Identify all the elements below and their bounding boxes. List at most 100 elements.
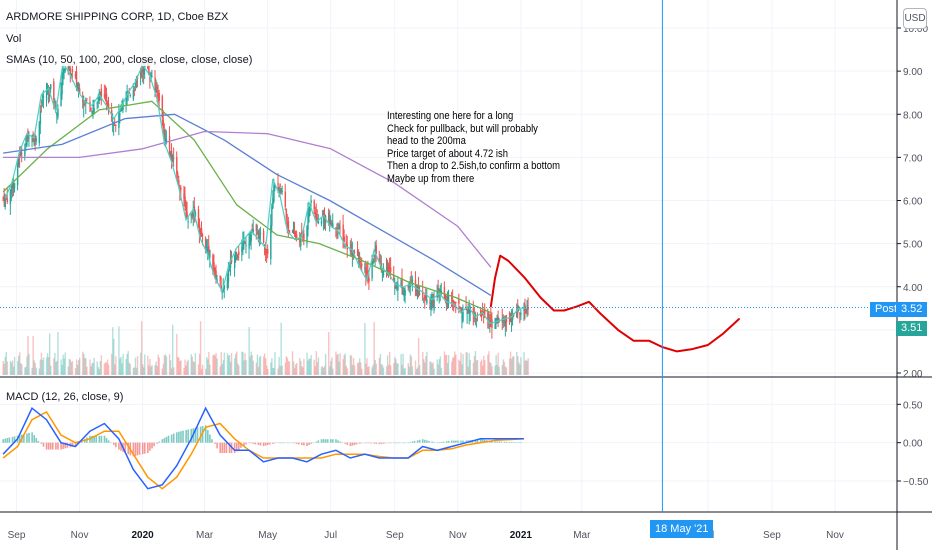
candle-body	[148, 65, 150, 76]
candle-body	[371, 263, 373, 279]
volume-bar	[356, 362, 359, 375]
volume-bar	[143, 367, 145, 375]
candle-body	[510, 319, 513, 322]
candle-body	[24, 149, 26, 156]
candle-body	[520, 312, 522, 316]
time-tick-label: Sep	[386, 530, 404, 541]
volume-bar	[501, 364, 504, 375]
volume-bar	[324, 353, 327, 375]
volume-bar	[76, 364, 79, 375]
candle-body	[154, 77, 156, 88]
note-line: head to the 200ma	[387, 135, 466, 147]
macd-histogram-bar	[498, 441, 501, 443]
candle-body	[278, 187, 280, 189]
candle-body	[439, 289, 442, 293]
time-tick-label: Mar	[573, 530, 591, 541]
candle-body	[330, 222, 332, 224]
macd-histogram-bar	[269, 442, 271, 445]
volume-bar	[524, 360, 526, 375]
macd-histogram-bar	[368, 442, 370, 444]
volume-bar	[221, 364, 223, 375]
candle-body	[264, 245, 267, 254]
macd-histogram-bar	[457, 440, 459, 443]
volume-bar	[416, 367, 419, 375]
volume-bar	[149, 359, 151, 375]
candle-body	[519, 313, 521, 315]
macd-histogram-bar	[47, 442, 50, 450]
macd-histogram-bar	[349, 442, 352, 447]
candle-body	[250, 234, 252, 242]
volume-bar	[430, 361, 432, 375]
candle-body	[294, 233, 297, 238]
volume-bar	[5, 352, 8, 375]
volume-bar	[256, 354, 259, 375]
candle-body	[111, 109, 113, 118]
volume-bar	[472, 362, 475, 375]
candle-body	[10, 186, 13, 193]
volume-bar	[119, 358, 121, 375]
candle-body	[28, 137, 30, 139]
macd-histogram-bar	[66, 442, 69, 448]
candle-body	[433, 299, 435, 311]
macd-histogram-bar	[411, 441, 414, 443]
volume-bar	[422, 351, 424, 375]
volume-bar	[439, 356, 442, 375]
macd-histogram-bar	[223, 442, 226, 454]
candle-body	[233, 256, 236, 268]
volume-bar	[199, 321, 202, 375]
candle-body	[368, 277, 370, 282]
macd-histogram-bar	[320, 439, 323, 443]
volume-bar	[410, 356, 413, 375]
volume-bar	[445, 354, 448, 375]
candle-body	[432, 300, 434, 306]
volume-bar	[368, 366, 370, 375]
candle-body	[209, 250, 211, 258]
candle-body	[526, 304, 528, 309]
volume-bar	[54, 352, 56, 375]
candle-body	[222, 288, 225, 292]
vol-legend: Vol	[6, 33, 22, 45]
volume-bar	[351, 364, 354, 375]
macd-histogram-bar	[257, 442, 260, 445]
volume-bar	[332, 368, 334, 375]
candle-body	[277, 182, 279, 186]
candle-body	[97, 96, 99, 101]
volume-bar	[39, 359, 42, 375]
candle-body	[61, 79, 63, 95]
macd-histogram-bar	[481, 439, 484, 443]
volume-bar	[106, 359, 109, 375]
volume-bar	[394, 357, 396, 375]
currency-button[interactable]: USD	[903, 8, 927, 29]
volume-bar	[476, 359, 479, 375]
volume-bar	[184, 359, 186, 375]
volume-bar	[284, 362, 287, 375]
candle-body	[157, 93, 159, 96]
macd-histogram-bar	[399, 442, 401, 444]
macd-histogram-bar	[151, 442, 153, 449]
volume-bar	[380, 364, 383, 375]
candle-body	[125, 95, 127, 105]
macd-histogram-bar	[100, 435, 103, 443]
volume-bar	[367, 367, 369, 375]
volume-bar	[19, 352, 21, 375]
candle-body	[416, 287, 419, 295]
signal-line	[2, 411, 524, 490]
macd-histogram-bar	[91, 435, 93, 443]
candle-body	[47, 89, 50, 93]
volume-bar	[64, 352, 66, 375]
candle-body	[373, 255, 375, 257]
macd-histogram-bar	[431, 441, 433, 443]
macd-histogram-bar	[438, 442, 441, 443]
volume-bar	[178, 357, 180, 375]
candle-body	[466, 309, 468, 315]
volume-bar	[156, 365, 158, 375]
candle-body	[164, 138, 167, 142]
candle-body	[309, 207, 311, 212]
macd-histogram-bar	[156, 442, 158, 444]
candle-body	[404, 290, 406, 296]
volume-bar	[173, 367, 175, 375]
volume-bar	[446, 362, 449, 375]
macd-histogram-bar	[115, 442, 117, 448]
volume-bar	[357, 362, 360, 375]
